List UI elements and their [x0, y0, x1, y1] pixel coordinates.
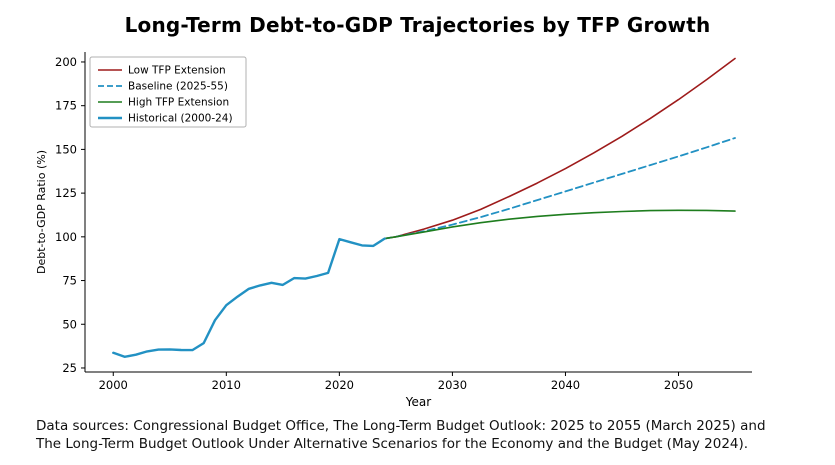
y-tick-label: 125 [55, 186, 77, 200]
line-chart: 2000 2010 2020 2030 2040 2050 25 50 75 100 125 150 1… [35, 52, 752, 409]
x-axis-label: Year [405, 395, 431, 409]
legend [89, 56, 247, 128]
y-tick-label: 50 [62, 317, 77, 331]
legend-label: High TFP Extension [128, 97, 229, 109]
series-line-0 [383, 57, 736, 240]
series-line-3 [112, 237, 386, 358]
y-tick-label: 100 [55, 230, 77, 244]
legend-label: Low TFP Extension [128, 65, 226, 77]
y-tick-label: 75 [62, 274, 77, 288]
chart-title: Long-Term Debt-to-GDP Trajectories by TF… [124, 13, 711, 37]
y-tick-label: 150 [55, 142, 77, 156]
y-tick-label: 200 [55, 55, 77, 69]
y-tick-label: 25 [62, 361, 77, 375]
data-sources-line1: Data sources: Congressional Budget Offic… [36, 418, 766, 434]
y-tick-label: 175 [55, 99, 77, 113]
x-tick-label: 2050 [664, 378, 693, 392]
x-tick-label: 2040 [551, 378, 580, 392]
legend-label: Historical (2000-24) [128, 113, 233, 125]
data-sources-note: Data sources: Congressional Budget Offic… [36, 418, 815, 453]
series-line-1 [383, 137, 736, 240]
x-tick-label: 2010 [212, 378, 241, 392]
series-line-2 [383, 209, 736, 240]
x-tick-label: 2030 [438, 378, 467, 392]
data-sources-line2: The Long-Term Budget Outlook Under Alter… [36, 435, 749, 452]
y-axis-label: Debt-to-GDP Ratio (%) [35, 150, 48, 274]
x-tick-label: 2000 [99, 378, 128, 392]
legend-label: Baseline (2025-55) [128, 81, 228, 93]
x-tick-label: 2020 [325, 378, 354, 392]
